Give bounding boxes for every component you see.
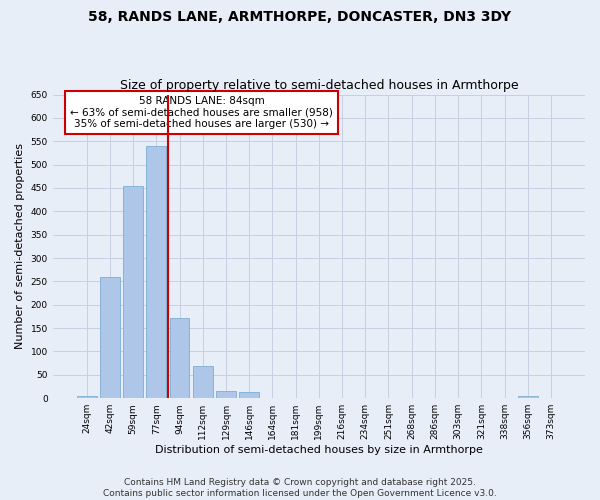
Bar xyxy=(518,396,538,398)
Bar xyxy=(100,276,120,398)
Y-axis label: Number of semi-detached properties: Number of semi-detached properties xyxy=(15,144,25,350)
Bar xyxy=(170,318,190,398)
Text: 58 RANDS LANE: 84sqm
← 63% of semi-detached houses are smaller (958)
35% of semi: 58 RANDS LANE: 84sqm ← 63% of semi-detac… xyxy=(70,96,333,130)
Bar xyxy=(123,186,143,398)
Text: Contains HM Land Registry data © Crown copyright and database right 2025.
Contai: Contains HM Land Registry data © Crown c… xyxy=(103,478,497,498)
Title: Size of property relative to semi-detached houses in Armthorpe: Size of property relative to semi-detach… xyxy=(119,79,518,92)
Text: 58, RANDS LANE, ARMTHORPE, DONCASTER, DN3 3DY: 58, RANDS LANE, ARMTHORPE, DONCASTER, DN… xyxy=(88,10,512,24)
Bar xyxy=(239,392,259,398)
X-axis label: Distribution of semi-detached houses by size in Armthorpe: Distribution of semi-detached houses by … xyxy=(155,445,483,455)
Bar xyxy=(193,366,212,398)
Bar xyxy=(216,391,236,398)
Bar xyxy=(77,396,97,398)
Bar xyxy=(146,146,166,398)
